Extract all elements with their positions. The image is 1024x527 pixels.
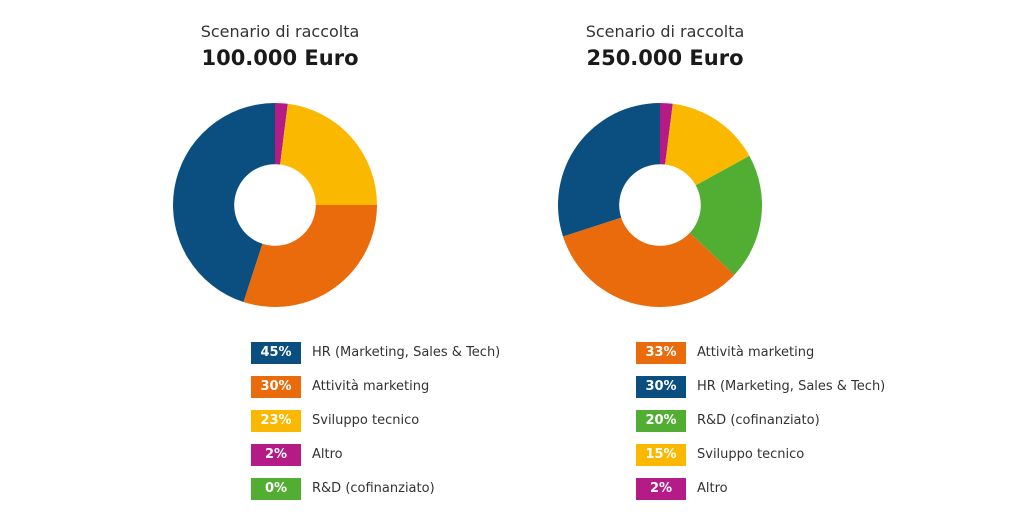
donut-slice-altro [275,103,288,165]
legend-percent-badge: 0% [251,478,301,500]
legend-percent-badge: 2% [251,444,301,466]
legend-label: Attività marketing [312,379,430,394]
donut-slice-hr-marketing-sales-tech [558,103,660,237]
donut-chart [558,103,762,307]
legend-label: Sviluppo tecnico [312,413,420,428]
legend-label: R&D (cofinanziato) [697,413,820,428]
legend-percent-badge: 23% [251,410,301,432]
legend-percent-badge: 15% [636,444,686,466]
donut-slice-r-d-cofinanziato [689,155,762,275]
legend-percent-badge: 30% [251,376,301,398]
legend-label: Sviluppo tecnico [697,447,805,462]
chart-title: Scenario di raccolta [200,22,360,41]
donut-slice-sviluppo-tecnico [280,103,377,205]
chart-amount: 250.000 Euro [586,46,744,70]
legend-label: HR (Marketing, Sales & Tech) [697,379,886,394]
donut-slice-attivit-marketing [243,205,377,307]
donut-slice-attivit-marketing [562,217,735,307]
legend-label: R&D (cofinanziato) [312,481,435,496]
chart-title: Scenario di raccolta [585,22,745,41]
legend-percent-badge: 33% [636,342,686,364]
donut-slice-altro [660,103,673,165]
donut-chart [173,103,377,307]
legend-percent-badge: 45% [251,342,301,364]
legend-percent-badge: 30% [636,376,686,398]
legend-percent-badge: 20% [636,410,686,432]
donut-slice-sviluppo-tecnico [665,103,750,186]
chart-panel-250k: Scenario di raccolta 250.000 Euro 33% Att… [465,0,885,527]
legend-label: Attività marketing [697,345,815,360]
chart-amount: 100.000 Euro [201,46,359,70]
legend-percent-badge: 2% [636,478,686,500]
legend-label: Altro [312,447,343,462]
chart-panel-100k: Scenario di raccolta 100.000 Euro 45% HR … [80,0,500,527]
legend-label: Altro [697,481,728,496]
legend-label: HR (Marketing, Sales & Tech) [312,345,501,360]
donut-slice-hr-marketing-sales-tech [173,103,275,303]
